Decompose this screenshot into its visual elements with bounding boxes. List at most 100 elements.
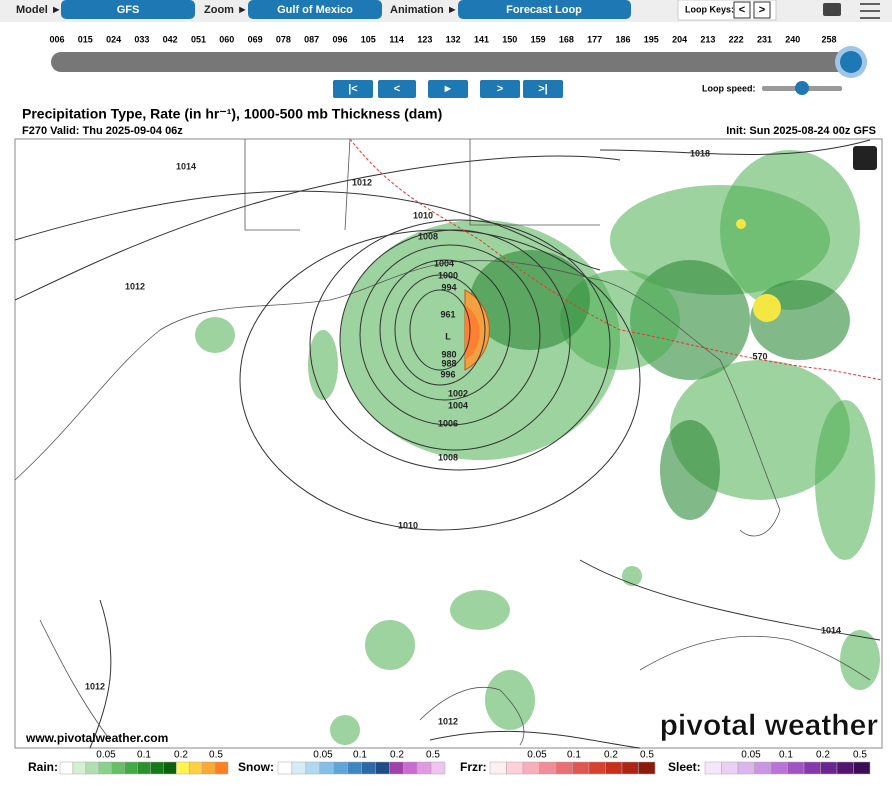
thickness-line	[349, 138, 883, 381]
legend-swatch	[737, 761, 755, 775]
isobar-label: 1012	[125, 281, 145, 291]
legend-swatch	[347, 761, 362, 775]
timeline-knob[interactable]	[840, 51, 862, 73]
playback-button[interactable]	[378, 80, 416, 98]
legend-swatch	[333, 761, 348, 775]
playback-button[interactable]	[523, 80, 563, 98]
legend-tick: 0.05	[741, 750, 761, 761]
legend-swatch	[430, 761, 446, 775]
share-button[interactable]	[853, 146, 877, 170]
isobar-label: 1014	[821, 625, 841, 635]
hour-label[interactable]: 069	[248, 34, 263, 44]
hour-label[interactable]: 258	[821, 34, 836, 44]
loop-key-label[interactable]: >	[759, 4, 765, 16]
hour-label[interactable]: 213	[700, 34, 715, 44]
hour-label[interactable]: 123	[417, 34, 432, 44]
hour-label[interactable]: 114	[389, 34, 404, 44]
legend-swatch	[163, 761, 177, 775]
hour-label[interactable]: 141	[474, 34, 489, 44]
isobar-label: 1012	[352, 177, 372, 187]
isobar-label: 1012	[438, 716, 458, 726]
legend-swatch	[539, 761, 557, 775]
hour-label[interactable]: 222	[729, 34, 744, 44]
legend-tick: 0.1	[779, 750, 793, 761]
legend-tick: 0.2	[174, 750, 188, 761]
zoom-button[interactable]	[248, 0, 382, 19]
hour-label[interactable]: 195	[644, 34, 659, 44]
hour-label[interactable]: 105	[361, 34, 376, 44]
hour-label[interactable]: 006	[49, 34, 64, 44]
isobar-label: 1004	[448, 400, 468, 410]
model-button[interactable]	[61, 0, 195, 19]
playback-button[interactable]	[480, 80, 520, 98]
legend-swatch	[72, 761, 87, 775]
hour-label[interactable]: 168	[559, 34, 574, 44]
hour-label[interactable]: 060	[219, 34, 234, 44]
legend-swatch	[787, 761, 805, 775]
animation-value[interactable]: Forecast Loop	[506, 4, 582, 16]
legend-swatch	[638, 761, 656, 775]
isobar-label: 996	[440, 369, 455, 379]
loop-key[interactable]	[733, 1, 751, 19]
hour-label[interactable]: 177	[587, 34, 602, 44]
loop-speed-knob[interactable]	[795, 81, 809, 95]
legend-tick: 0.05	[313, 750, 333, 761]
hour-label[interactable]: 015	[78, 34, 93, 44]
hour-label[interactable]: 096	[332, 34, 347, 44]
isobar-label: 1012	[85, 681, 105, 691]
legend-swatch	[820, 761, 838, 775]
legend-swatch	[98, 761, 112, 775]
playback-button-label[interactable]: >	[497, 83, 503, 95]
model-value[interactable]: GFS	[117, 4, 140, 16]
playback-button-label[interactable]: ►	[443, 83, 454, 95]
loop-key-label[interactable]: <	[739, 4, 745, 16]
hour-label[interactable]: 024	[106, 34, 121, 44]
legend-tick: 0.2	[816, 750, 830, 761]
settings-icon[interactable]	[860, 3, 880, 19]
legend-swatch	[124, 761, 138, 775]
legend-tick: 0.2	[604, 750, 618, 761]
hour-label[interactable]: 186	[615, 34, 630, 44]
playback-button[interactable]	[333, 80, 373, 98]
playback-button-label[interactable]: <	[394, 83, 400, 95]
hour-label[interactable]: 078	[276, 34, 291, 44]
playback-button[interactable]	[428, 80, 468, 98]
legend-swatch	[319, 761, 334, 775]
hour-label[interactable]: 204	[672, 34, 687, 44]
hour-label[interactable]: 159	[531, 34, 546, 44]
timeline-track[interactable]	[51, 52, 867, 72]
hour-label[interactable]: 033	[134, 34, 149, 44]
legend-tick: 0.1	[567, 750, 581, 761]
hour-label[interactable]: 087	[304, 34, 319, 44]
loop-key[interactable]	[753, 1, 771, 19]
hour-label[interactable]: 231	[757, 34, 772, 44]
map-title: Precipitation Type, Rate (in hr⁻¹), 1000…	[22, 106, 442, 122]
hour-label[interactable]: 240	[785, 34, 800, 44]
playback-button-label[interactable]: >|	[538, 83, 548, 95]
hour-label[interactable]: 042	[163, 34, 178, 44]
isobar-label: 1002	[448, 388, 468, 398]
hour-label[interactable]: 150	[502, 34, 517, 44]
loop-keys-box	[677, 0, 777, 21]
hour-label[interactable]: 132	[446, 34, 461, 44]
legend-tick: 0.2	[390, 750, 404, 761]
legend-tick: 0.5	[209, 750, 223, 761]
legend-swatch	[621, 761, 639, 775]
playback-buttons: |< < ► > >|	[333, 80, 563, 98]
hour-label[interactable]: 051	[191, 34, 206, 44]
playback-button-label[interactable]: |<	[348, 83, 358, 95]
legend-swatch	[361, 761, 376, 775]
zoom-value[interactable]: Gulf of Mexico	[277, 4, 353, 16]
isobar-label: 570	[752, 351, 767, 361]
legend-swatch	[277, 761, 293, 775]
legend-swatch	[704, 761, 722, 775]
legend-swatch	[214, 761, 229, 775]
keyboard-icon[interactable]	[823, 3, 841, 16]
legend-tick: 0.05	[96, 750, 116, 761]
animation-button[interactable]	[458, 0, 631, 19]
legend-swatch	[111, 761, 125, 775]
toolbar	[0, 0, 892, 22]
legend-swatch	[588, 761, 606, 775]
isobar-label: 1018	[690, 148, 710, 158]
